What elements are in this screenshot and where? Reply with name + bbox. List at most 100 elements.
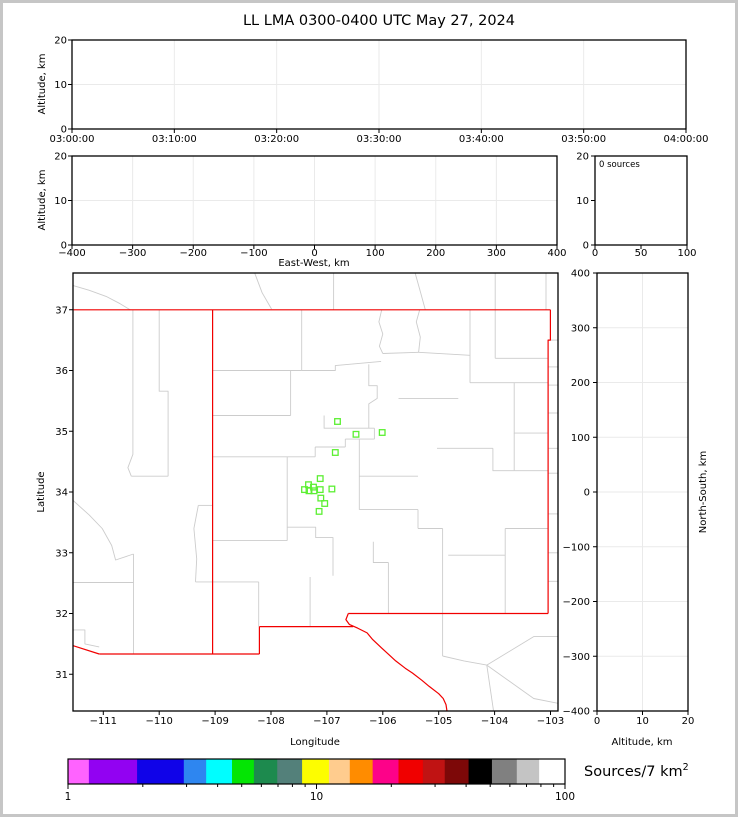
lma-source-marker: [352, 430, 360, 438]
x-tick-label: 400: [547, 248, 566, 259]
county-border-line: [486, 664, 558, 704]
ns-height-panel: 0 10 20 400 300 200 100 0 −100 −200 −300 −400 Altitu…: [563, 269, 709, 749]
y-tick-label: 300: [571, 323, 590, 334]
x-tick-label: 200: [426, 248, 445, 259]
y-tick-label: 36: [55, 366, 68, 377]
y-tick-label: 33: [55, 548, 68, 559]
y-axis-label: North-South, km: [698, 451, 709, 534]
lma-source-marker: [328, 485, 336, 493]
county-border-line: [442, 655, 487, 666]
county-border-line: [254, 273, 272, 310]
colorbar-segment: [68, 759, 90, 784]
x-tick-label: −104: [481, 716, 508, 727]
county-border-line: [73, 629, 100, 648]
colorbar-segment: [398, 759, 424, 784]
y-tick-label: −200: [563, 597, 590, 608]
y-tick-label: 0: [61, 241, 67, 252]
x-tick-label: 100: [677, 248, 696, 259]
x-axis-label: Longitude: [290, 737, 340, 748]
lma-source-marker: [316, 475, 324, 483]
colorbar: 1 10 100: [65, 758, 575, 803]
x-tick-label: −108: [257, 716, 284, 727]
colorbar-tick-label: 1: [65, 791, 72, 803]
county-border-line: [414, 273, 426, 310]
colorbar-segment: [539, 759, 566, 784]
x-tick-label: 0: [594, 716, 600, 727]
y-tick-label: 100: [571, 433, 590, 444]
colorbar-segment: [302, 759, 330, 784]
colorbar-segment: [137, 759, 185, 784]
x-tick-label: −106: [369, 716, 396, 727]
y-tick-label: −100: [563, 542, 590, 553]
panel-border: [72, 272, 559, 712]
lma-source-marker: [310, 483, 317, 491]
colorbar-tick-label: 10: [310, 791, 323, 803]
figure-title: LL LMA 0300-0400 UTC May 27, 2024: [242, 13, 516, 29]
county-border-line: [513, 382, 549, 434]
colorbar-tick-label: 100: [555, 791, 575, 803]
colorbar-segment: [372, 759, 400, 784]
y-tick-label: 32: [55, 609, 68, 620]
x-tick-label: −105: [425, 716, 452, 727]
x-tick-label: −111: [90, 716, 117, 727]
y-tick-label: 35: [55, 427, 68, 438]
county-border-line: [415, 309, 421, 353]
y-tick-label: 0: [61, 125, 67, 136]
county-border-line: [368, 364, 378, 429]
x-tick-label: −107: [313, 716, 340, 727]
y-tick-label: 34: [55, 488, 68, 499]
county-border-line: [323, 415, 375, 429]
colorbar-segment: [277, 759, 303, 784]
x-tick-label: 03:10:00: [152, 134, 197, 145]
county-border-line: [486, 665, 494, 711]
county-border-line: [301, 360, 382, 371]
county-border-line: [372, 541, 389, 563]
y-tick-label: 20: [54, 152, 67, 163]
county-border-line: [486, 636, 558, 666]
colorbar-segment: [516, 759, 540, 784]
lma-source-marker: [316, 486, 324, 494]
x-tick-label: 0: [311, 248, 317, 259]
county-border-line: [382, 351, 419, 354]
county-border-line: [418, 351, 471, 356]
x-tick-label: 03:50:00: [561, 134, 606, 145]
x-tick-label: 03:40:00: [459, 134, 504, 145]
lma-source-marker: [315, 507, 323, 515]
x-tick-label: 04:00:00: [664, 134, 709, 145]
lma-source-marker: [334, 418, 341, 425]
colorbar-segment: [206, 759, 233, 784]
colorbar-label: Sources/7 km2: [584, 762, 734, 780]
county-border-line: [158, 309, 169, 477]
x-tick-label: −200: [180, 248, 207, 259]
state-border-line: [547, 309, 552, 614]
y-tick-label: 400: [571, 269, 590, 280]
county-border-line: [73, 500, 134, 561]
colorbar-segment: [183, 759, 207, 784]
x-tick-label: −300: [119, 248, 146, 259]
county-border-line: [287, 526, 334, 576]
x-tick-label: −400: [58, 248, 85, 259]
y-axis-label: Altitude, km: [37, 54, 48, 115]
y-tick-label: 20: [576, 152, 589, 163]
stats-panel: 0 50 100 0 10 20 0 sources: [576, 152, 696, 260]
x-tick-label: 10: [636, 716, 649, 727]
state-border-line: [345, 613, 448, 711]
colorbar-segment: [328, 759, 351, 784]
x-tick-label: −110: [145, 716, 172, 727]
state-border-line: [73, 645, 100, 655]
x-tick-label: −109: [201, 716, 228, 727]
y-tick-label: 200: [571, 378, 590, 389]
x-tick-label: 20: [682, 716, 695, 727]
y-axis-label: Latitude: [36, 471, 47, 512]
x-tick-label: 03:30:00: [357, 134, 402, 145]
y-tick-label: 0: [584, 488, 590, 499]
x-tick-label: 50: [635, 248, 648, 259]
county-border-line: [73, 285, 131, 311]
x-tick-label: 03:00:00: [50, 134, 95, 145]
y-tick-label: 37: [55, 305, 68, 316]
map-layers: [73, 273, 558, 711]
x-tick-label: 0: [592, 248, 598, 259]
colorbar-segment: [88, 759, 138, 784]
x-tick-label: 03:20:00: [254, 134, 299, 145]
